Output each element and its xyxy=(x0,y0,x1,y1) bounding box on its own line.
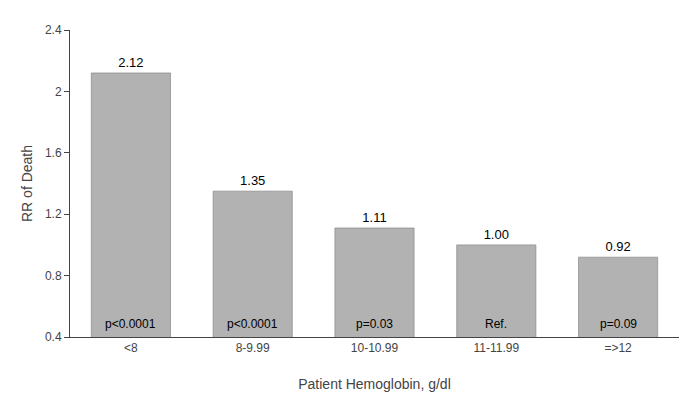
svg-text:1.11: 1.11 xyxy=(362,210,386,225)
svg-text:=>12: =>12 xyxy=(604,341,632,355)
svg-text:p=0.09: p=0.09 xyxy=(600,317,637,331)
svg-text:RR of Death: RR of Death xyxy=(19,145,35,222)
svg-text:11-11.99: 11-11.99 xyxy=(474,341,520,355)
svg-text:10-10.99: 10-10.99 xyxy=(351,341,399,355)
svg-text:0.92: 0.92 xyxy=(605,239,630,254)
svg-text:<8: <8 xyxy=(124,341,138,355)
svg-text:2: 2 xyxy=(55,85,62,99)
svg-text:1.35: 1.35 xyxy=(240,173,265,188)
svg-text:8-9.99: 8-9.99 xyxy=(236,341,270,355)
svg-text:2.4: 2.4 xyxy=(45,23,62,37)
svg-text:1.6: 1.6 xyxy=(45,146,62,160)
svg-text:Patient Hemoglobin, g/dl: Patient Hemoglobin, g/dl xyxy=(298,376,451,392)
svg-text:1.2: 1.2 xyxy=(45,207,62,221)
svg-text:2.12: 2.12 xyxy=(118,55,143,70)
svg-text:0.4: 0.4 xyxy=(45,330,62,344)
svg-text:0.8: 0.8 xyxy=(45,269,62,283)
svg-text:p<0.0001: p<0.0001 xyxy=(105,317,156,331)
svg-text:Ref.: Ref. xyxy=(485,317,507,331)
svg-text:1.00: 1.00 xyxy=(484,227,509,242)
svg-text:p<0.0001: p<0.0001 xyxy=(227,317,278,331)
svg-text:p=0.03: p=0.03 xyxy=(356,317,393,331)
